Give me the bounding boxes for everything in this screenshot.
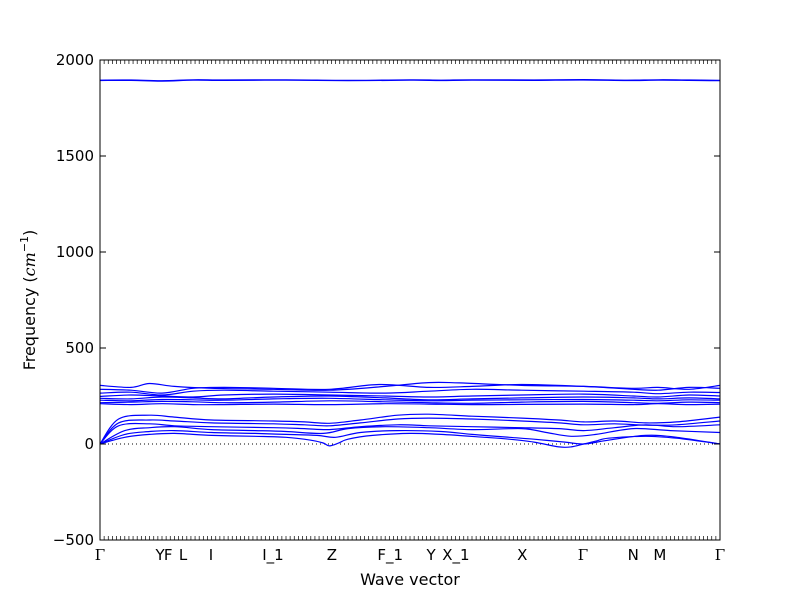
y-tick-label: −500 (53, 531, 94, 549)
plot-background (100, 60, 720, 540)
band-9 (99, 400, 721, 404)
band-2 (99, 79, 721, 82)
band-15 (99, 429, 721, 445)
band-5 (99, 388, 721, 396)
band-6 (99, 393, 721, 398)
y-tick-label: 500 (65, 339, 94, 357)
y-tick-label: 2000 (56, 51, 94, 69)
x-tick-label: X (517, 546, 527, 564)
band-16 (99, 432, 721, 448)
x-tick-label: M (653, 546, 666, 564)
band-7 (99, 395, 721, 401)
x-tick-label: F (164, 546, 173, 564)
x-tick-label: X_1 (442, 546, 469, 565)
x-tick-label: Y (425, 546, 436, 564)
y-tick-label: 1500 (56, 147, 94, 165)
x-tick-label: N (628, 546, 639, 564)
x-tick-label: I (209, 546, 213, 564)
plot-frame (99, 59, 721, 541)
x-tick-label: Γ (578, 546, 588, 564)
y-ticks: −500 0 500 1000 1500 2000 (53, 51, 720, 549)
band-10 (99, 403, 721, 406)
band-11 (99, 413, 721, 445)
band-13 (99, 422, 721, 445)
y-axis-label-text: Frequency (20, 288, 39, 371)
x-tick-label: Y (155, 546, 166, 564)
band-12 (99, 417, 721, 445)
band-4 (99, 383, 721, 394)
band-3 (99, 381, 721, 391)
y-tick-label: 0 (84, 435, 94, 453)
x-tick-label: Z (327, 546, 337, 564)
x-axis-label: Wave vector (360, 570, 460, 589)
y-axis-label-unit: cm (20, 252, 39, 276)
x-ticks: Γ Y F L I I_1 Z F_1 Y X_1 X Γ N M Γ (95, 60, 725, 565)
series-layer (99, 78, 721, 448)
y-axis-label-exponent: −1 (18, 236, 31, 252)
x-tick-label: Γ (95, 546, 105, 564)
x-tick-label: Γ (715, 546, 725, 564)
band-8 (99, 397, 721, 402)
band-14 (99, 426, 721, 445)
y-axis-label: Frequency (cm−1) (18, 230, 39, 371)
x-tick-label: F_1 (377, 546, 403, 565)
x-tick-label: L (179, 546, 188, 564)
y-tick-label: 1000 (56, 243, 94, 261)
plot-area (100, 60, 720, 540)
x-tick-label: I_1 (262, 546, 283, 565)
